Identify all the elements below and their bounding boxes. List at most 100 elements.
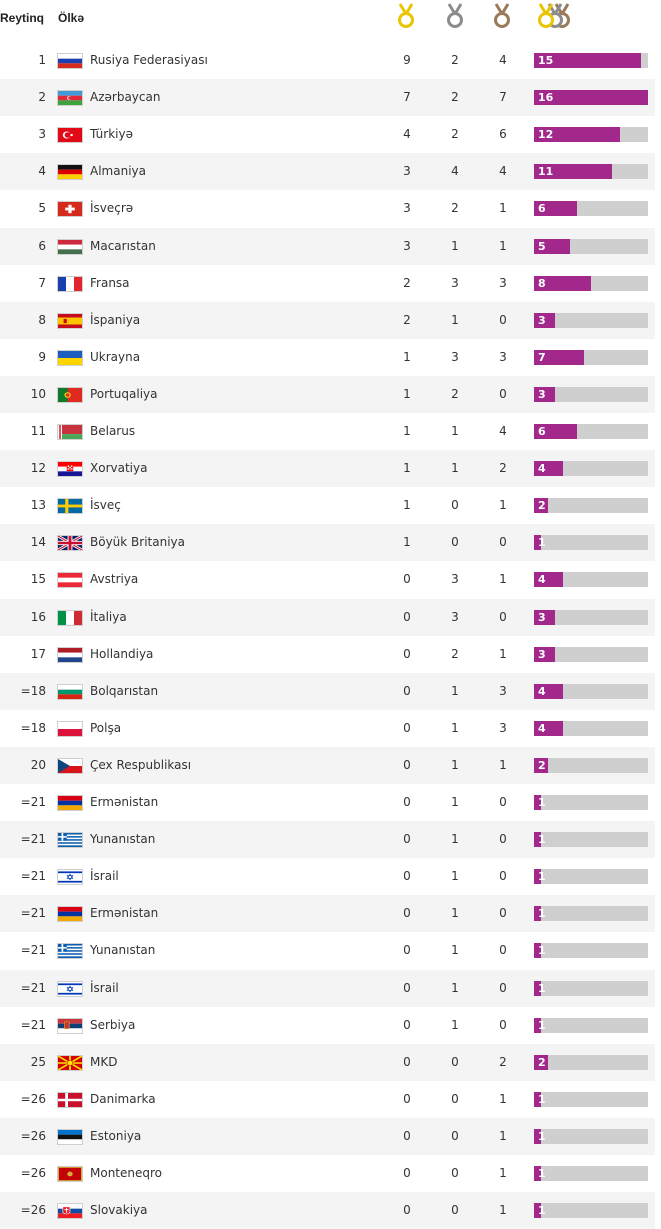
country-name[interactable]: Fransa [90,275,130,290]
total-count: 8 [538,276,546,290]
bronze-medal-icon[interactable] [491,3,513,30]
country-name[interactable]: Böyük Britaniya [90,535,185,550]
total-bar-fill [534,312,556,328]
table-row[interactable]: =21 Serbiya 0 1 0 1 [0,1007,655,1044]
table-row[interactable]: =18 Polşa 0 1 3 4 [0,710,655,747]
table-row[interactable]: =26 Slovakiya 0 0 1 1 [0,1192,655,1229]
country-name[interactable]: Rusiya Federasiyası [90,53,208,67]
table-row[interactable]: 2 Azərbaycan 7 2 7 16 [0,79,655,117]
country-name[interactable]: İtaliya [90,609,127,624]
table-row[interactable]: 5 İsveçrə 3 2 1 6 [0,190,655,227]
total-bar-fill [534,164,613,180]
bronze-count: 1 [499,572,507,587]
table-row[interactable]: 8 İspaniya 2 1 0 3 [0,301,655,339]
country-name[interactable]: İsveçrə [90,201,134,216]
country-column-header[interactable]: Ölkə [58,11,85,25]
table-row[interactable]: 9 Ukrayna 1 3 3 7 [0,339,655,376]
country-name[interactable]: Serbiya [90,1017,136,1032]
country-name[interactable]: Portuqaliya [90,386,158,401]
total-bar-fill [534,275,591,291]
rank-column-header[interactable]: Reytinq [0,11,45,25]
country-name[interactable]: Azərbaycan [90,90,161,105]
country-name[interactable]: Yunanıstan [90,832,156,847]
table-row[interactable]: 14 Böyük Britaniya 1 0 0 1 [0,524,655,562]
total-bar: 12 [534,127,648,143]
country-name[interactable]: İsrail [90,869,119,884]
country-name[interactable]: Almaniya [90,164,146,179]
table-row[interactable]: =26 Estoniya 0 0 1 1 [0,1117,655,1155]
country-name[interactable]: İsveç [90,498,121,513]
total-bar-fill [534,980,542,996]
country-name[interactable]: Macarıstan [90,238,156,253]
table-row[interactable]: =21 Yunanıstan 0 1 0 1 [0,932,655,969]
country-name[interactable]: Xorvatiya [90,461,148,476]
country-name[interactable]: Polşa [90,720,122,735]
total-bar-fill [534,1054,549,1070]
total-bar-fill [534,1166,542,1181]
total-bar: 16 [534,90,648,106]
silver-medal-icon[interactable] [444,3,466,30]
table-row[interactable]: =21 Ermənistan 0 1 0 1 [0,895,655,933]
country-name[interactable]: Danimarka [90,1091,156,1106]
silver-count: 1 [451,238,459,253]
country-name[interactable]: Hollandiya [90,646,154,661]
total-bar: 1 [534,1128,648,1144]
country-name[interactable]: Slovakiya [90,1203,148,1218]
silver-count: 2 [451,646,459,661]
all-medals-icon[interactable] [535,3,573,30]
country-name[interactable]: Belarus [90,424,136,438]
table-row[interactable]: =18 Bolqarıstan 0 1 3 4 [0,672,655,710]
table-row[interactable]: 6 Macarıstan 3 1 1 5 [0,227,655,265]
gold-count: 0 [403,869,411,884]
country-name[interactable]: Monteneqro [90,1166,163,1180]
table-row[interactable]: 3 Türkiyə 4 2 6 12 [0,116,655,153]
table-row[interactable]: =21 Ermənistan 0 1 0 1 [0,784,655,821]
country-name[interactable]: İspaniya [90,312,141,327]
bronze-count: 0 [499,906,507,921]
table-row[interactable]: 1 Rusiya Federasiyası 9 2 4 15 [0,42,655,79]
table-row[interactable]: =21 Yunanıstan 0 1 0 1 [0,821,655,859]
country-name[interactable]: Avstriya [90,572,139,587]
bronze-count: 2 [499,461,507,476]
table-row[interactable]: 10 Portuqaliya 1 2 0 3 [0,375,655,413]
table-row[interactable]: 20 Çex Respublikası 0 1 1 2 [0,746,655,784]
country-name[interactable]: Çex Respublikası [90,757,192,772]
bronze-count: 1 [499,498,507,513]
total-count: 1 [538,1129,546,1143]
country-name[interactable]: İsrail [90,980,119,995]
table-row[interactable]: =21 İsrail 0 1 0 1 [0,969,655,1007]
country-name[interactable]: Türkiyə [90,127,133,142]
total-bar-fill [534,1203,542,1219]
table-row[interactable]: 16 İtaliya 0 3 0 3 [0,598,655,636]
total-count: 7 [538,350,546,364]
bronze-count: 1 [499,201,507,216]
country-name[interactable]: Yunanıstan [90,943,156,958]
table-row[interactable]: 4 Almaniya 3 4 4 11 [0,153,655,191]
country-name[interactable]: Ermənistan [90,906,159,921]
table-row[interactable]: 25 MKD 0 0 2 2 [0,1043,655,1081]
bronze-count: 1 [499,1128,507,1143]
table-row[interactable]: =21 İsrail 0 1 0 1 [0,858,655,895]
total-bar-fill [534,869,542,885]
table-row[interactable]: 17 Hollandiya 0 2 1 3 [0,636,655,673]
table-row[interactable]: 13 İsveç 1 0 1 2 [0,487,655,524]
total-count: 3 [538,610,546,624]
gold-medal-icon[interactable] [395,3,417,30]
country-name[interactable]: Bolqarıstan [90,683,159,698]
country-name[interactable]: Estoniya [90,1128,142,1143]
table-row[interactable]: 7 Fransa 2 3 3 8 [0,265,655,302]
table-row[interactable]: 12 Xorvatiya 1 1 2 4 [0,450,655,488]
country-name[interactable]: Ukrayna [90,349,141,364]
table-row[interactable]: =26 Monteneqro 0 0 1 1 [0,1155,655,1192]
table-row[interactable]: 11 Belarus 1 1 4 6 [0,413,655,450]
silver-count: 1 [451,720,459,735]
total-bar: 1 [534,795,648,810]
country-name[interactable]: MKD [90,1054,118,1069]
total-count: 1 [538,1167,546,1180]
table-row[interactable]: =26 Danimarka 0 0 1 1 [0,1081,655,1118]
table-row[interactable]: 15 Avstriya 0 3 1 4 [0,561,655,598]
total-count: 2 [538,1055,546,1069]
country-name[interactable]: Ermənistan [90,795,159,809]
gold-count: 0 [403,943,411,958]
total-bar: 3 [534,386,648,402]
